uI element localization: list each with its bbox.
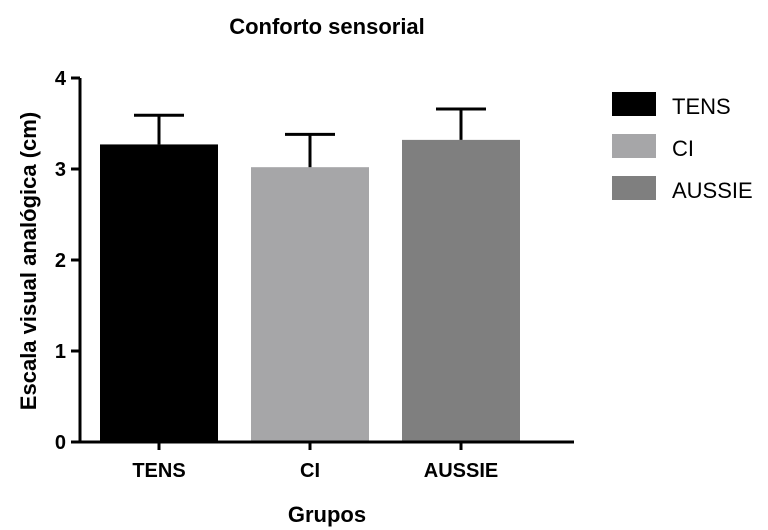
legend-swatch-aussie — [612, 176, 656, 200]
x-tick-label-ci: CI — [300, 460, 320, 482]
bar-tens — [100, 144, 218, 442]
y-tick-label-1: 1 — [55, 341, 66, 363]
y-tick-label-2: 2 — [55, 250, 66, 272]
x-axis-title: Grupos — [288, 502, 366, 527]
bars-group — [100, 139, 520, 442]
legend-swatch-ci — [612, 134, 656, 158]
x-ticks-group: TENS CI AUSSIE — [132, 442, 498, 482]
error-bars-group — [134, 107, 486, 168]
legend-swatch-tens — [612, 92, 656, 116]
bar-ci — [251, 167, 369, 442]
legend: TENS CI AUSSIE — [612, 92, 753, 203]
x-tick-label-tens: TENS — [132, 460, 185, 482]
legend-label-tens: TENS — [672, 94, 731, 119]
y-tick-label-3: 3 — [55, 159, 66, 181]
bar-aussie — [402, 139, 520, 442]
y-axis-title: Escala visual analógica (cm) — [16, 112, 41, 410]
legend-label-aussie: AUSSIE — [672, 178, 753, 203]
y-ticks-group: 0 1 2 3 4 — [55, 68, 80, 454]
x-tick-label-aussie: AUSSIE — [424, 460, 498, 482]
chart-title: Conforto sensorial — [229, 14, 425, 39]
y-tick-label-4: 4 — [55, 68, 67, 90]
legend-label-ci: CI — [672, 136, 694, 161]
y-tick-label-0: 0 — [55, 432, 66, 454]
